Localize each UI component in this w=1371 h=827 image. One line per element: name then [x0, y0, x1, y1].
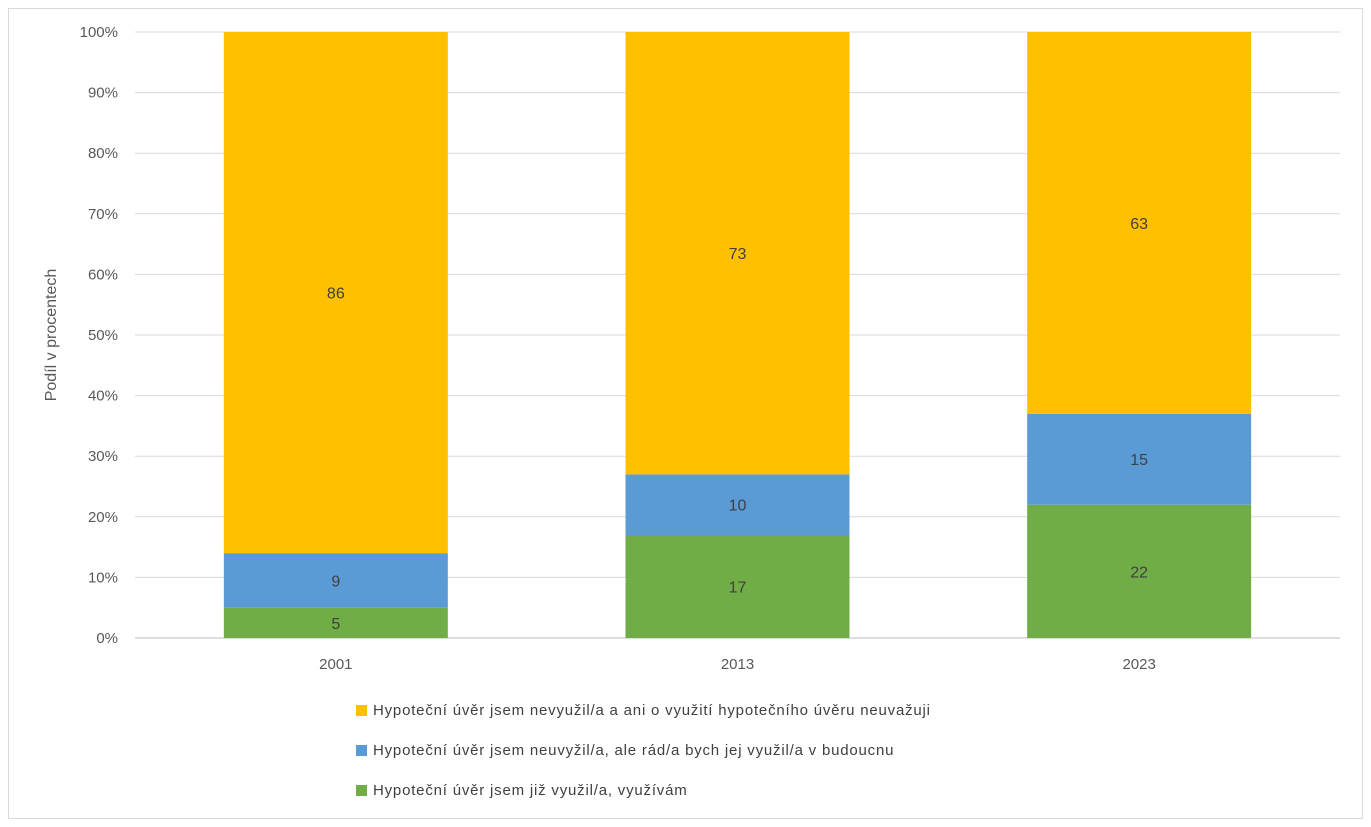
- bar-segment: [625, 534, 850, 638]
- legend-item: Hypoteční úvěr jsem již využil/a, využív…: [356, 780, 931, 800]
- bar-segment: [223, 32, 448, 554]
- legend-item: Hypoteční úvěr jsem nevyužil/a a ani o v…: [356, 700, 931, 720]
- stacked-bar-chart: 0% 10% 20% 30% 40% 50% 60% 70% 80% 90% 100% 5 9 86 17…: [43, 24, 1340, 673]
- legend-label: Hypoteční úvěr jsem již využil/a, využív…: [373, 781, 688, 799]
- y-tick-label: 50%: [88, 327, 118, 344]
- legend-label: Hypoteční úvěr jsem neuvyžil/a, ale rád/…: [373, 741, 895, 759]
- y-tick-label: 70%: [88, 206, 118, 223]
- data-label: 5: [331, 616, 340, 633]
- y-tick-label: 30%: [88, 448, 118, 465]
- data-label: 17: [729, 579, 747, 596]
- bar-segment: [1027, 32, 1252, 414]
- legend-swatch: [356, 744, 367, 756]
- legend: Hypoteční úvěr jsem nevyužil/a a ani o v…: [356, 700, 931, 820]
- x-tick-label: 2023: [1122, 656, 1155, 673]
- data-label: 10: [729, 498, 747, 515]
- bar-segment: [223, 553, 448, 608]
- legend-item: Hypoteční úvěr jsem neuvyžil/a, ale rád/…: [356, 740, 931, 760]
- y-tick-label: 0%: [96, 630, 118, 647]
- y-tick-label: 90%: [88, 85, 118, 102]
- bar-segment: [1027, 504, 1252, 638]
- y-tick-label: 100%: [80, 24, 118, 41]
- bars: [223, 32, 1252, 638]
- y-tick-label: 60%: [88, 266, 118, 283]
- data-label: 63: [1130, 216, 1148, 233]
- data-labels: 5 9 86 17 10 73 22 15 63: [327, 216, 1148, 633]
- x-axis-ticks: 2001 2013 2023: [319, 656, 1156, 673]
- bar-segment: [1027, 413, 1252, 505]
- y-tick-label: 10%: [88, 569, 118, 586]
- legend-swatch: [356, 704, 367, 716]
- bar-segment: [625, 32, 850, 475]
- data-label: 73: [729, 246, 747, 263]
- y-tick-label: 40%: [88, 388, 118, 405]
- data-label: 86: [327, 286, 345, 303]
- x-tick-label: 2001: [319, 656, 352, 673]
- bar-segment: [625, 474, 850, 535]
- legend-swatch: [356, 784, 367, 796]
- y-axis-label: Podíl v procentech: [43, 269, 60, 402]
- data-label: 9: [331, 573, 340, 590]
- data-label: 22: [1130, 564, 1148, 581]
- y-tick-label: 20%: [88, 509, 118, 526]
- data-label: 15: [1130, 452, 1148, 469]
- y-axis-ticks: 0% 10% 20% 30% 40% 50% 60% 70% 80% 90% 100%: [80, 24, 118, 647]
- y-tick-label: 80%: [88, 145, 118, 162]
- x-tick-label: 2013: [721, 656, 754, 673]
- legend-label: Hypoteční úvěr jsem nevyužil/a a ani o v…: [373, 701, 931, 719]
- bar-segment: [223, 607, 448, 638]
